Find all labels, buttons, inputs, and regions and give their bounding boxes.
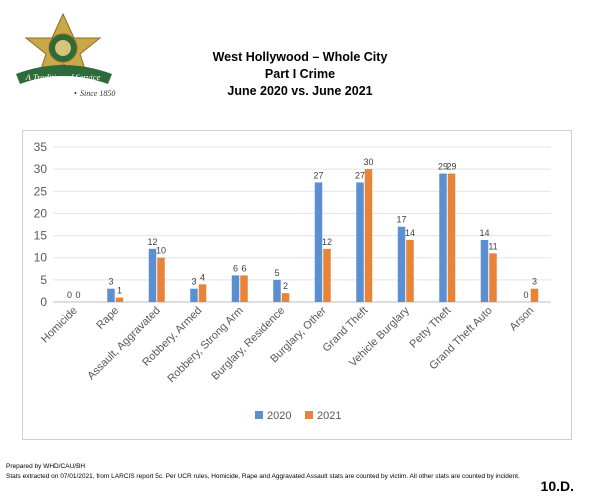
footer: Prepared by WHD/CAU/BH Stats extracted o… [6,462,596,482]
data-label: 0 [75,290,80,300]
data-label: 0 [523,290,528,300]
bar-2021 [530,288,539,302]
bar-2021 [406,240,414,302]
data-label: 27 [313,170,323,180]
data-label: 30 [363,157,373,167]
bar-2020 [314,182,323,302]
data-label: 14 [479,228,489,238]
y-tick-label: 10 [34,251,48,265]
bar-2020 [439,173,447,302]
data-label: 6 [241,263,246,273]
data-label: 4 [200,272,205,282]
bar-2020 [107,288,115,302]
logo-since: Since 1850 [80,89,115,98]
data-label: 5 [274,268,279,278]
data-label: 29 [446,162,456,172]
prepared-by-text: Prepared by WHD/CAU/BH [6,463,86,470]
data-label: 29 [438,162,448,172]
x-tick-label: Rape [94,305,121,332]
svg-text:•: • [74,89,77,98]
data-label: 10 [156,246,166,256]
data-label: 12 [147,237,157,247]
logo-motto: A Tradition of Service [25,72,101,82]
data-label: 12 [322,237,332,247]
bar-2021 [157,257,165,302]
data-label: 3 [191,277,196,287]
chart-frame: 0 5 10 15 20 25 30 35 0 0 Homicide 3 1 Rape 12 10 Assaul… [22,130,572,440]
legend-label-2021: 2021 [317,410,341,422]
legend-label-2020: 2020 [267,410,291,422]
y-tick-label: 20 [34,206,48,220]
data-label: 6 [233,263,238,273]
bar-2021 [364,169,373,302]
report-subtitle: Part I Crime [264,67,336,81]
bar-2020 [190,288,198,302]
bar-2021 [281,293,290,302]
report-titles: West Hollywood – Whole City Part I Crime… [160,49,440,100]
x-tick-label: Robbery, Strong Arm [165,305,246,386]
data-label: 11 [488,241,497,251]
y-tick-label: 0 [40,295,47,309]
x-tick-label: Assault, Aggravated [85,305,163,383]
bar-2021 [115,297,124,302]
data-label: 17 [396,215,406,225]
bar-2021 [323,248,331,302]
bar-2020 [273,279,281,302]
bar-2020 [480,240,489,302]
bar-2021 [240,275,248,302]
data-label: 2 [283,281,288,291]
data-label: 0 [67,290,72,300]
bar-2020 [148,248,157,302]
bar-2021 [447,173,456,302]
sheriff-badge-logo: A Tradition of Service • Since 1850 [8,12,118,102]
y-tick-label: 15 [34,229,48,243]
data-label: 3 [108,277,113,287]
data-label: 27 [355,170,365,180]
x-tick-label: Burglary, Residence [209,305,287,383]
bar-2021 [198,284,207,302]
x-tick-label: Arson [508,305,537,334]
y-tick-label: 30 [34,162,48,176]
stats-note-text: Stats extracted on 07/01/2021, from LARC… [6,473,520,480]
bar-2021 [489,253,497,302]
data-label: 1 [117,286,122,296]
x-tick-label: Homicide [39,305,80,346]
page-id: 10.D. [540,478,574,494]
bar-2020 [356,182,364,302]
y-tick-label: 5 [40,273,47,287]
bar-2020 [397,226,406,302]
legend-swatch-2020 [255,411,263,419]
legend-swatch-2021 [305,411,313,419]
report-title: West Hollywood – Whole City [212,50,388,64]
data-label: 14 [405,228,415,238]
y-tick-label: 35 [34,140,48,154]
data-label: 3 [532,277,537,287]
report-period: June 2020 vs. June 2021 [227,84,373,98]
bar-2020 [231,275,240,302]
y-tick-label: 25 [34,184,48,198]
